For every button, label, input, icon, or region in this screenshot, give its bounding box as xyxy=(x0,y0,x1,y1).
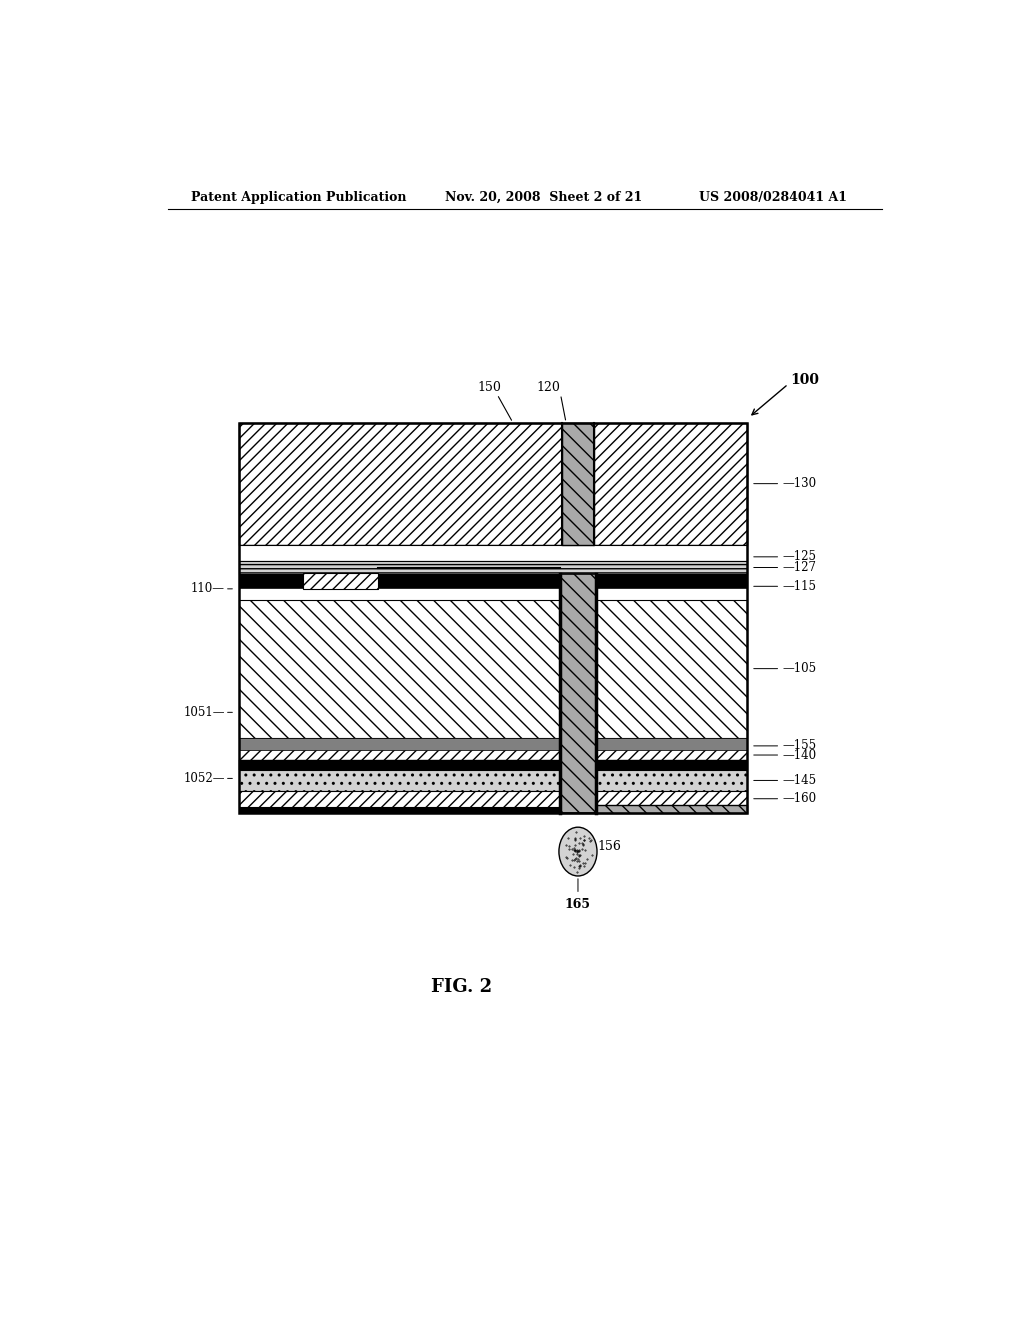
Bar xyxy=(240,738,748,750)
Bar xyxy=(240,771,748,791)
Text: Nov. 20, 2008  Sheet 2 of 21: Nov. 20, 2008 Sheet 2 of 21 xyxy=(445,190,643,203)
Text: 156: 156 xyxy=(598,840,622,853)
Text: —105: —105 xyxy=(782,663,817,675)
Bar xyxy=(240,760,748,771)
Bar xyxy=(560,574,596,813)
Bar xyxy=(240,599,748,738)
Bar xyxy=(240,545,748,561)
Text: —145: —145 xyxy=(782,774,817,787)
Bar xyxy=(240,422,748,545)
Circle shape xyxy=(559,828,597,876)
Text: 150: 150 xyxy=(477,381,501,395)
Text: —125: —125 xyxy=(782,550,817,564)
Bar xyxy=(240,807,748,813)
Text: 1052—: 1052— xyxy=(183,772,225,785)
Text: —140: —140 xyxy=(782,748,817,762)
Text: FIG. 2: FIG. 2 xyxy=(431,978,492,995)
Bar xyxy=(240,422,748,813)
Text: —155: —155 xyxy=(782,739,817,752)
Text: Patent Application Publication: Patent Application Publication xyxy=(191,190,407,203)
Bar xyxy=(240,791,748,807)
Text: 120: 120 xyxy=(537,381,560,395)
Text: —160: —160 xyxy=(782,792,817,805)
Bar xyxy=(240,589,748,599)
Bar xyxy=(303,573,378,589)
Text: US 2008/0284041 A1: US 2008/0284041 A1 xyxy=(699,190,848,203)
Bar xyxy=(562,422,594,545)
Text: —115: —115 xyxy=(782,579,817,593)
Bar xyxy=(240,574,748,589)
Text: 100: 100 xyxy=(791,374,819,387)
Text: 165: 165 xyxy=(565,899,591,911)
Text: —127: —127 xyxy=(782,561,817,574)
Text: 1051—: 1051— xyxy=(183,706,225,719)
Bar xyxy=(560,805,748,813)
Text: 110—: 110— xyxy=(190,582,225,595)
Bar xyxy=(240,750,748,760)
Text: —130: —130 xyxy=(782,477,817,490)
Bar xyxy=(240,561,748,574)
